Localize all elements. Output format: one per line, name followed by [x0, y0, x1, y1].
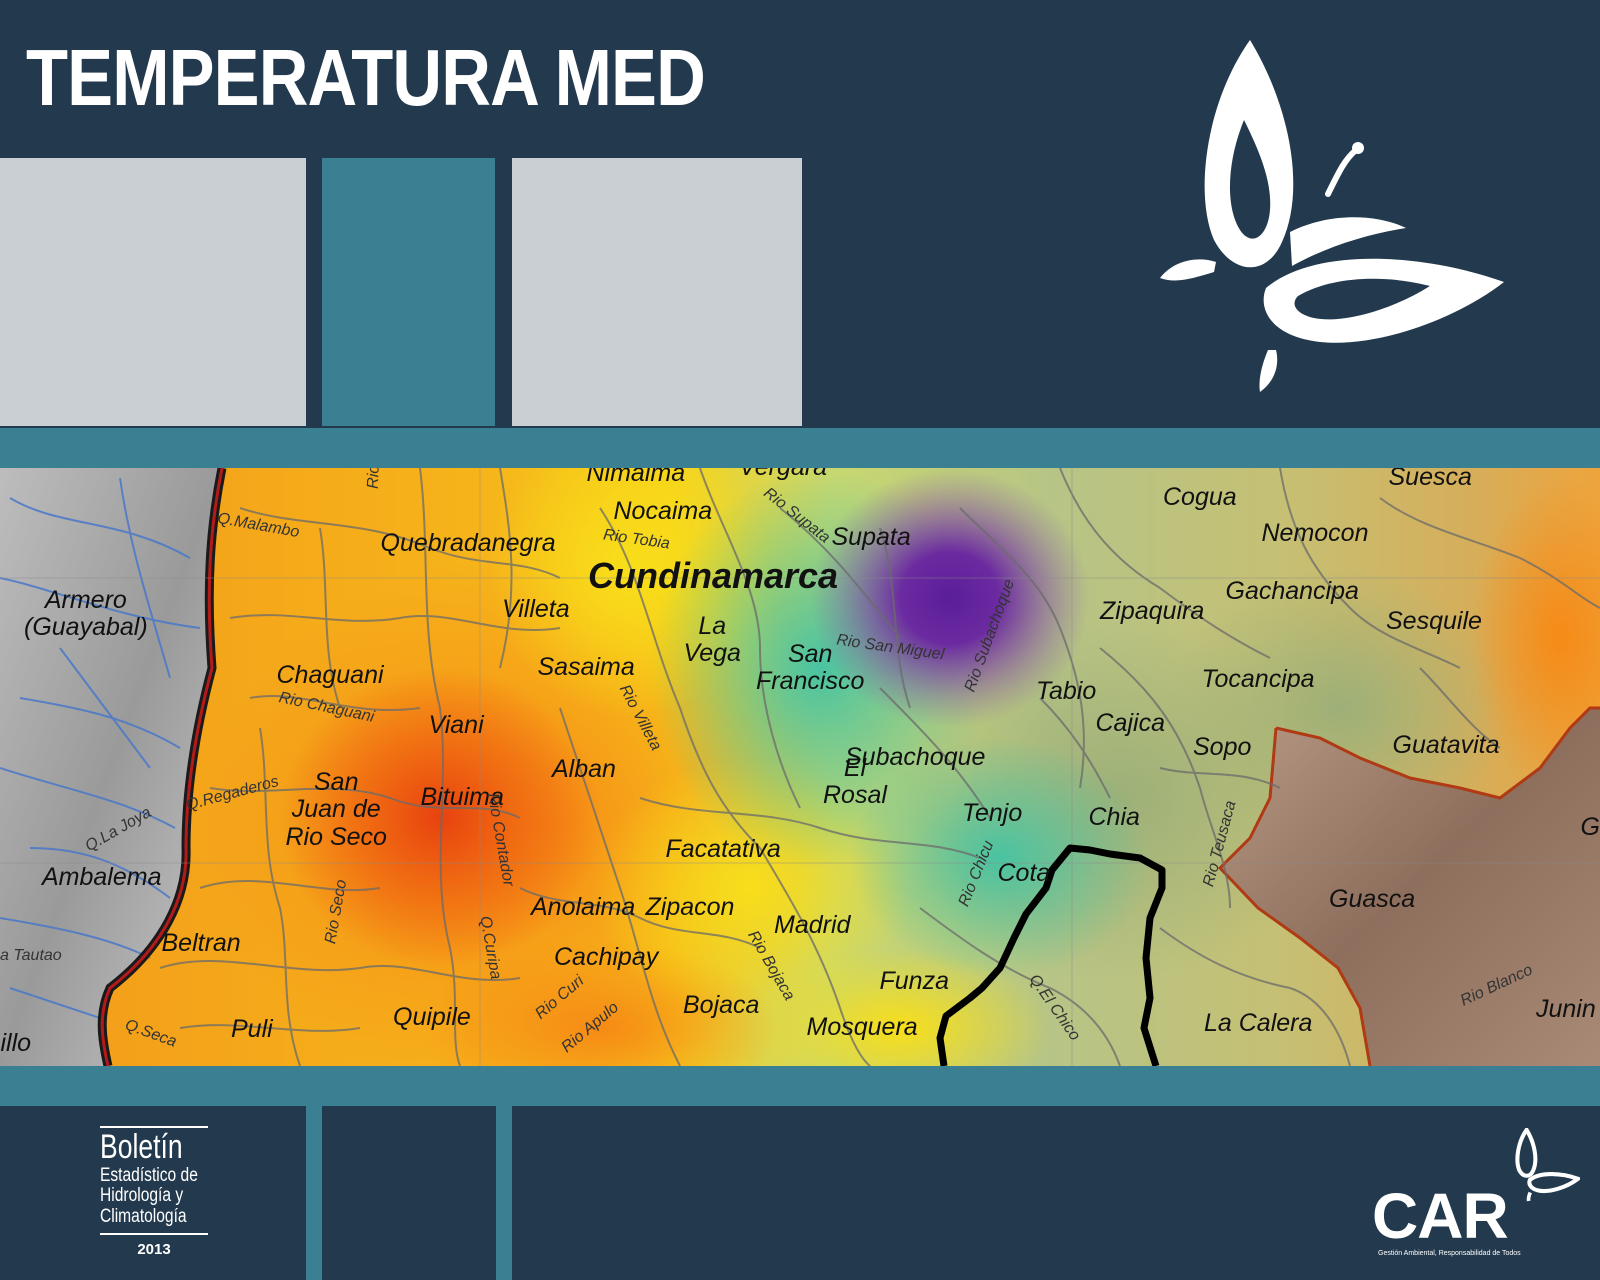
town-label: Subachoque — [845, 743, 986, 771]
page-title: TEMPERATURA MED — [26, 33, 706, 122]
town-label: Mosquera — [806, 1013, 918, 1041]
town-label: Gachancipa — [1225, 577, 1359, 605]
grey-panel-right — [512, 158, 802, 426]
town-label: La Vega — [683, 611, 741, 667]
town-label: Vergara — [739, 468, 827, 482]
boletin-title: Boletín — [100, 1128, 183, 1166]
town-label: Junin — [1536, 995, 1596, 1023]
grey-panel-left — [0, 158, 306, 426]
boletin-line3: Climatología — [100, 1205, 187, 1227]
boletin-line1: Estadístico de — [100, 1164, 198, 1186]
boletin-badge: Boletín Estadístico de Hidrología y Clim… — [100, 1126, 208, 1258]
town-label: Tenjo — [962, 799, 1023, 827]
river-label: a Tautao — [0, 947, 62, 964]
town-label: Guatavita — [1392, 731, 1500, 759]
town-label: Armero (Guayabal) — [24, 585, 148, 641]
town-label: Zipacon — [645, 893, 735, 921]
town-label: San Francisco — [756, 639, 865, 695]
town-label: Quebradanegra — [380, 529, 556, 557]
town-label: San Juan de Rio Seco — [285, 767, 387, 851]
town-label: Sesquile — [1386, 607, 1482, 635]
town-label: Facatativa — [665, 835, 781, 863]
town-label: Madrid — [774, 911, 851, 939]
town-label: Funza — [879, 967, 949, 995]
car-tagline: Gestión Ambiental, Responsabilidad de To… — [1378, 1250, 1521, 1257]
town-label: Chaguani — [276, 661, 384, 689]
town-label: Bituima — [420, 783, 504, 811]
boletin-line2: Hidrología y — [100, 1185, 184, 1207]
river-label: Rio — [364, 468, 383, 490]
town-label: Cota — [997, 859, 1051, 887]
town-label: Guasca — [1329, 885, 1416, 913]
town-label: Cogua — [1163, 483, 1237, 511]
car-butterfly-icon — [1515, 1128, 1580, 1202]
town-label: Sopo — [1193, 733, 1252, 761]
town-label: Villeta — [502, 595, 570, 623]
town-label: Nocaima — [613, 497, 713, 525]
town-label: Cachipay — [554, 943, 659, 971]
car-brand: CAR — [1372, 1180, 1509, 1252]
teal-band-bottom — [0, 1066, 1600, 1106]
town-label: Viani — [428, 711, 484, 739]
region-label-cundinamarca: Cundinamarca — [588, 555, 839, 596]
teal-divider-left — [306, 1106, 322, 1280]
town-label: Zipaquira — [1100, 597, 1205, 625]
temperature-map: Nimaima Vergara Nocaima Supata Quebradanegra… — [0, 468, 1600, 1066]
town-label: Beltran — [161, 929, 241, 957]
town-label: illo — [0, 1029, 32, 1057]
town-label: Sasaima — [537, 653, 635, 681]
teal-divider-right — [496, 1106, 512, 1280]
town-label: Supata — [831, 523, 911, 551]
town-label: Tocancipa — [1201, 665, 1315, 693]
town-label: Ambalema — [42, 863, 162, 891]
town-label: Tabio — [1036, 677, 1097, 705]
boletin-year: 2013 — [137, 1241, 171, 1259]
town-label: El Rosal — [823, 753, 887, 809]
town-label: Alban — [552, 755, 616, 783]
town-label: Nimaima — [586, 468, 686, 487]
boletin-rule-bottom — [100, 1233, 208, 1236]
boletin-rule-top — [100, 1126, 208, 1128]
town-label: Puli — [231, 1015, 273, 1043]
town-label: Cajica — [1095, 709, 1165, 737]
town-label: G — [1580, 813, 1600, 841]
map-canvas — [0, 468, 1600, 1066]
town-label: Chia — [1088, 803, 1140, 831]
teal-panel-center — [322, 158, 495, 426]
town-label: La Calera — [1204, 1009, 1313, 1037]
town-label: Anolaima — [531, 893, 636, 921]
teal-band-top — [0, 428, 1600, 468]
town-label: Bojaca — [683, 991, 760, 1019]
town-label: Suesca — [1388, 468, 1472, 491]
town-label: Quipile — [393, 1003, 471, 1031]
butterfly-logo-icon — [1160, 40, 1504, 392]
town-label: Nemocon — [1261, 519, 1369, 547]
